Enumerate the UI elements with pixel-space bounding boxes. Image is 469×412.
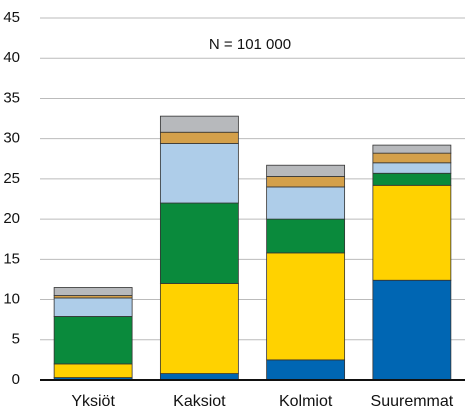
- bar-segment: [372, 279, 452, 381]
- bar-segment: [372, 172, 452, 186]
- bar-segment: [159, 131, 239, 144]
- y-tick-label: 0: [12, 371, 20, 388]
- bar-segment: [53, 287, 133, 296]
- bar-segment: [266, 218, 346, 254]
- bar-segment: [53, 363, 133, 378]
- y-tick-label: 5: [12, 331, 20, 348]
- bar-segment: [53, 316, 133, 365]
- bar-segment: [159, 115, 239, 133]
- bar-segment: [372, 162, 452, 174]
- x-tick-label: Kaksiot: [173, 393, 226, 410]
- y-tick-label: 45: [3, 9, 20, 26]
- bar-segment: [53, 297, 133, 317]
- bar-segment: [266, 359, 346, 381]
- bar-segment: [159, 202, 239, 284]
- bar-segment: [159, 283, 239, 374]
- bar-segment: [266, 164, 346, 177]
- x-tick-label: Kolmiot: [279, 393, 333, 410]
- bar-segment: [372, 144, 452, 154]
- bar-segment: [266, 252, 346, 361]
- y-tick-label: 10: [3, 291, 20, 308]
- y-tick-label: 20: [3, 210, 20, 227]
- bar-segment: [372, 152, 452, 164]
- y-tick-label: 30: [3, 130, 20, 147]
- y-tick-label: 35: [3, 89, 20, 106]
- bar-segment: [266, 176, 346, 188]
- annotation: N = 101 000: [209, 36, 291, 53]
- y-tick-label: 25: [3, 170, 20, 187]
- bar-segment: [159, 143, 239, 204]
- x-tick-label: Suuremmat: [371, 393, 454, 410]
- y-tick-label: 40: [3, 49, 20, 66]
- y-tick-label: 15: [3, 250, 20, 267]
- x-tick-label: Yksiöt: [71, 393, 115, 410]
- bar-segment: [266, 186, 346, 220]
- bar-segment: [372, 184, 452, 281]
